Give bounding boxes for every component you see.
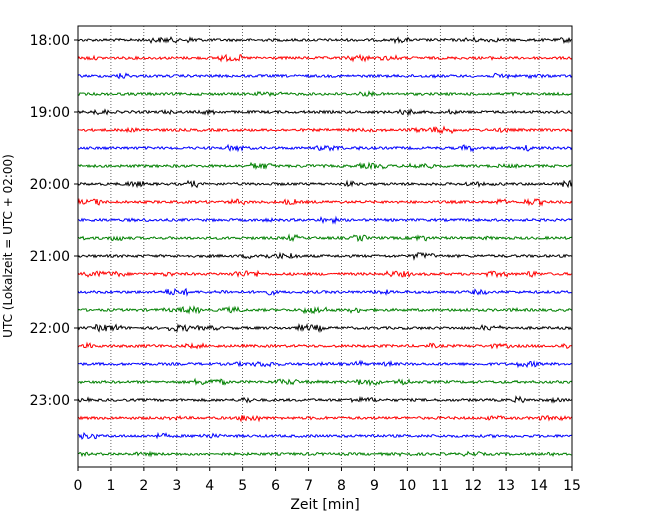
y-tick-label: 19:00: [30, 105, 70, 121]
trace-2200: [77, 323, 573, 334]
trace-1815: [77, 53, 573, 63]
y-tick-label: 21:00: [30, 249, 70, 265]
y-tick-label: 22:00: [30, 321, 70, 337]
seismic-traces: [77, 36, 573, 458]
x-tick-label: 0: [74, 478, 83, 494]
x-tick-label: 11: [431, 478, 449, 494]
trace-2330: [77, 431, 573, 440]
x-tick-label: 1: [106, 478, 115, 494]
y-axis-ticks: 18:00 19:00 20:00 21:00 22:00 23:00: [30, 33, 78, 409]
x-axis-ticks: 0 1 2 3 4 5 6 7 8 9 10 11 12 13 14 15: [74, 467, 581, 494]
x-tick-label: 3: [172, 478, 181, 494]
x-tick-label: 4: [205, 478, 214, 494]
x-tick-label: 2: [139, 478, 148, 494]
plot-frame: [77, 25, 573, 468]
trace-1900: [77, 108, 573, 117]
trace-2015: [77, 197, 573, 207]
trace-1830: [77, 72, 573, 80]
trace-2045: [77, 233, 573, 243]
x-tick-label: 15: [563, 478, 581, 494]
y-tick-label: 18:00: [30, 33, 70, 49]
x-tick-label: 6: [271, 478, 280, 494]
trace-2245: [77, 377, 573, 387]
trace-2100: [77, 251, 573, 261]
x-tick-label: 7: [304, 478, 313, 494]
trace-2130: [77, 287, 573, 297]
trace-2230: [77, 359, 573, 369]
trace-1930: [77, 143, 573, 153]
trace-1915: [77, 125, 573, 135]
x-axis-title: Zeit [min]: [290, 497, 359, 513]
trace-2300: [77, 395, 573, 404]
x-tick-label: 5: [238, 478, 247, 494]
y-tick-label: 23:00: [30, 393, 70, 409]
trace-2115: [77, 269, 573, 279]
x-tick-label: 12: [464, 478, 482, 494]
trace-1845: [77, 90, 573, 98]
trace-2345: [77, 450, 573, 458]
trace-1800: [77, 36, 573, 45]
trace-2145: [77, 305, 573, 315]
trace-1945: [77, 161, 573, 171]
x-tick-label: 9: [370, 478, 379, 494]
trace-2000: [77, 179, 573, 189]
x-tick-label: 14: [530, 478, 548, 494]
x-tick-label: 10: [398, 478, 416, 494]
trace-2215: [77, 341, 573, 350]
x-tick-label: 8: [337, 478, 346, 494]
trace-2315: [77, 415, 573, 423]
y-axis-title: UTC (Lokalzeit = UTC + 02:00): [1, 154, 15, 338]
trace-2030: [77, 215, 573, 225]
y-tick-label: 20:00: [30, 177, 70, 193]
x-tick-label: 13: [497, 478, 515, 494]
